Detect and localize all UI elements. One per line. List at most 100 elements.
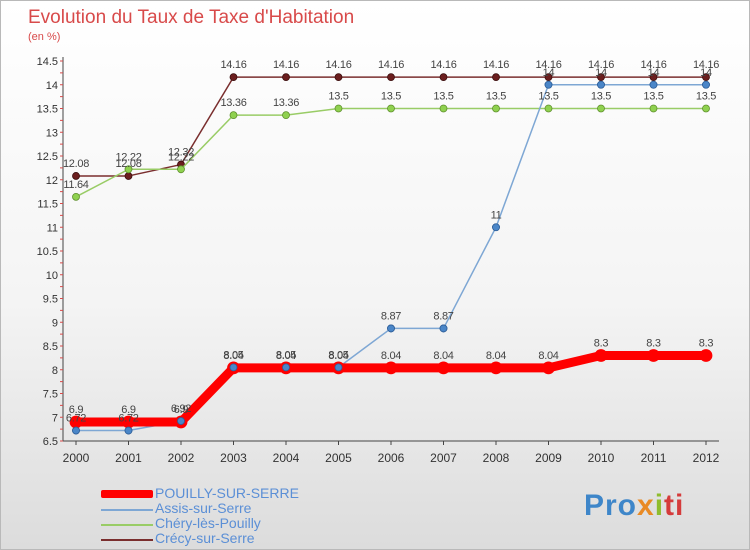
series-line-assis bbox=[75, 84, 707, 432]
data-label-chery: 13.5 bbox=[328, 91, 348, 103]
y-tick-label: 10 bbox=[46, 270, 58, 282]
data-point-chery bbox=[387, 104, 395, 113]
y-tick-label: 14 bbox=[46, 80, 58, 92]
y-tick-label: 8.5 bbox=[43, 341, 58, 353]
data-point-assis-overlay bbox=[387, 324, 395, 333]
proxiti-logo: Proxiti bbox=[584, 489, 684, 523]
data-point-assis-overlay bbox=[649, 80, 658, 89]
data-point-assis-overlay bbox=[544, 80, 553, 89]
y-tick-label: 11.5 bbox=[37, 199, 58, 211]
y-tick-label: 13 bbox=[46, 127, 58, 139]
data-point-crecy bbox=[124, 172, 133, 180]
data-point-assis-overlay bbox=[439, 324, 448, 333]
data-point-assis-overlay bbox=[72, 426, 80, 435]
data-point-assis-overlay bbox=[492, 223, 500, 232]
data-label-chery: 12.22 bbox=[168, 151, 194, 163]
legend-swatch-crecy bbox=[101, 539, 153, 541]
data-point-crecy bbox=[649, 73, 658, 82]
data-label-crecy: 14.16 bbox=[640, 59, 666, 71]
data-point-chery bbox=[492, 104, 500, 113]
data-label-pouilly: 6.9 bbox=[121, 404, 136, 416]
data-label-crecy: 14.16 bbox=[430, 59, 456, 71]
data-label-crecy: 14.16 bbox=[220, 59, 246, 71]
y-tick-label: 11 bbox=[47, 222, 58, 234]
data-label-crecy: 14.16 bbox=[693, 59, 719, 71]
data-label-pouilly: 8.04 bbox=[223, 350, 243, 362]
logo-part-2: x bbox=[637, 489, 655, 522]
data-point-pouilly bbox=[542, 361, 555, 375]
legend-label-assis: Assis-sur-Serre bbox=[155, 500, 252, 516]
x-tick-label: 2004 bbox=[273, 451, 300, 465]
data-point-crecy bbox=[544, 73, 553, 82]
data-label-chery: 13.5 bbox=[696, 91, 716, 103]
chart-unit-label: (en %) bbox=[28, 31, 61, 43]
data-point-pouilly bbox=[384, 361, 398, 375]
legend-label-pouilly: POUILLY-SUR-SERRE bbox=[155, 485, 299, 501]
y-tick-label: 10.5 bbox=[37, 246, 58, 258]
data-label-assis: 11 bbox=[491, 209, 502, 221]
y-tick-label: 8 bbox=[52, 365, 58, 377]
data-label-crecy: 14.16 bbox=[378, 59, 404, 71]
data-label-pouilly: 8.3 bbox=[646, 338, 661, 350]
data-point-pouilly bbox=[699, 349, 713, 362]
y-tick-label: 13.5 bbox=[37, 104, 58, 116]
x-tick-label: 2001 bbox=[115, 451, 142, 465]
series-layer bbox=[69, 73, 713, 435]
data-point-crecy bbox=[334, 73, 343, 82]
y-tick-label: 9 bbox=[52, 317, 58, 329]
legend-swatch-chery bbox=[101, 524, 153, 526]
data-point-assis-overlay bbox=[282, 363, 290, 372]
data-label-chery: 11.64 bbox=[63, 179, 88, 191]
data-label-crecy: 14.16 bbox=[535, 59, 561, 71]
data-point-assis-overlay bbox=[229, 363, 238, 372]
data-point-assis-overlay bbox=[124, 426, 133, 435]
data-label-assis: 8.05 bbox=[276, 349, 296, 361]
data-point-crecy bbox=[229, 73, 238, 82]
data-label-assis: 8.87 bbox=[433, 310, 453, 322]
data-point-chery bbox=[282, 111, 290, 120]
data-label-assis: 6.92 bbox=[171, 403, 191, 415]
data-point-chery bbox=[124, 165, 133, 174]
data-label-chery: 13.36 bbox=[220, 97, 246, 109]
legend-swatch-assis bbox=[101, 509, 153, 511]
data-point-crecy bbox=[702, 73, 710, 82]
data-label-pouilly: 8.3 bbox=[594, 338, 609, 350]
data-point-chery bbox=[72, 192, 80, 201]
data-label-crecy: 14.16 bbox=[325, 59, 351, 71]
x-tick-label: 2009 bbox=[535, 451, 562, 465]
data-point-assis-overlay bbox=[702, 80, 710, 89]
data-point-pouilly bbox=[647, 349, 660, 362]
data-label-chery: 13.5 bbox=[643, 91, 663, 103]
data-point-crecy bbox=[597, 73, 605, 82]
data-label-chery: 13.5 bbox=[591, 91, 611, 103]
data-label-crecy: 12.32 bbox=[168, 147, 194, 159]
data-point-assis-overlay bbox=[334, 363, 343, 372]
data-point-chery bbox=[439, 104, 448, 113]
data-point-assis-overlay bbox=[177, 417, 185, 425]
data-point-pouilly bbox=[594, 349, 608, 362]
data-label-chery: 13.5 bbox=[381, 91, 401, 103]
x-tick-label: 2003 bbox=[220, 451, 247, 465]
data-label-chery: 13.36 bbox=[273, 97, 299, 109]
y-axis-ticks: 6.5 7 7.5 8 8.5 9 9.5 10 10.5 11 11.5 12 12.5 13 13.5 1… bbox=[37, 56, 58, 448]
y-tick-label: 7 bbox=[52, 412, 58, 424]
y-tick-label: 14.5 bbox=[37, 56, 58, 68]
data-label-pouilly: 6.9 bbox=[69, 404, 84, 416]
data-label-pouilly: 6.9 bbox=[174, 404, 189, 416]
series-chery bbox=[72, 104, 710, 201]
legend-label-chery: Chéry-lès-Pouilly bbox=[155, 515, 261, 531]
y-tick-label: 9.5 bbox=[43, 294, 58, 306]
logo-part-1: Pro bbox=[584, 489, 638, 522]
x-tick-label: 2012 bbox=[693, 451, 720, 465]
data-label-chery: 13.5 bbox=[538, 91, 558, 103]
logo-part-4: ti bbox=[664, 489, 685, 522]
data-label-assis: 8.87 bbox=[381, 310, 401, 322]
y-tick-label: 12.5 bbox=[37, 151, 58, 163]
data-label-assis: 14 bbox=[648, 67, 660, 79]
data-labels-layer: 6.9 6.9 6.9 8.04 8.04 8.04 8.04 8.04 8.04 8.04 8.3… bbox=[63, 59, 720, 424]
x-tick-label: 2011 bbox=[641, 451, 667, 465]
x-tick-label: 2010 bbox=[588, 451, 615, 465]
data-label-chery: 13.5 bbox=[433, 91, 453, 103]
data-label-pouilly: 8.3 bbox=[699, 338, 714, 350]
